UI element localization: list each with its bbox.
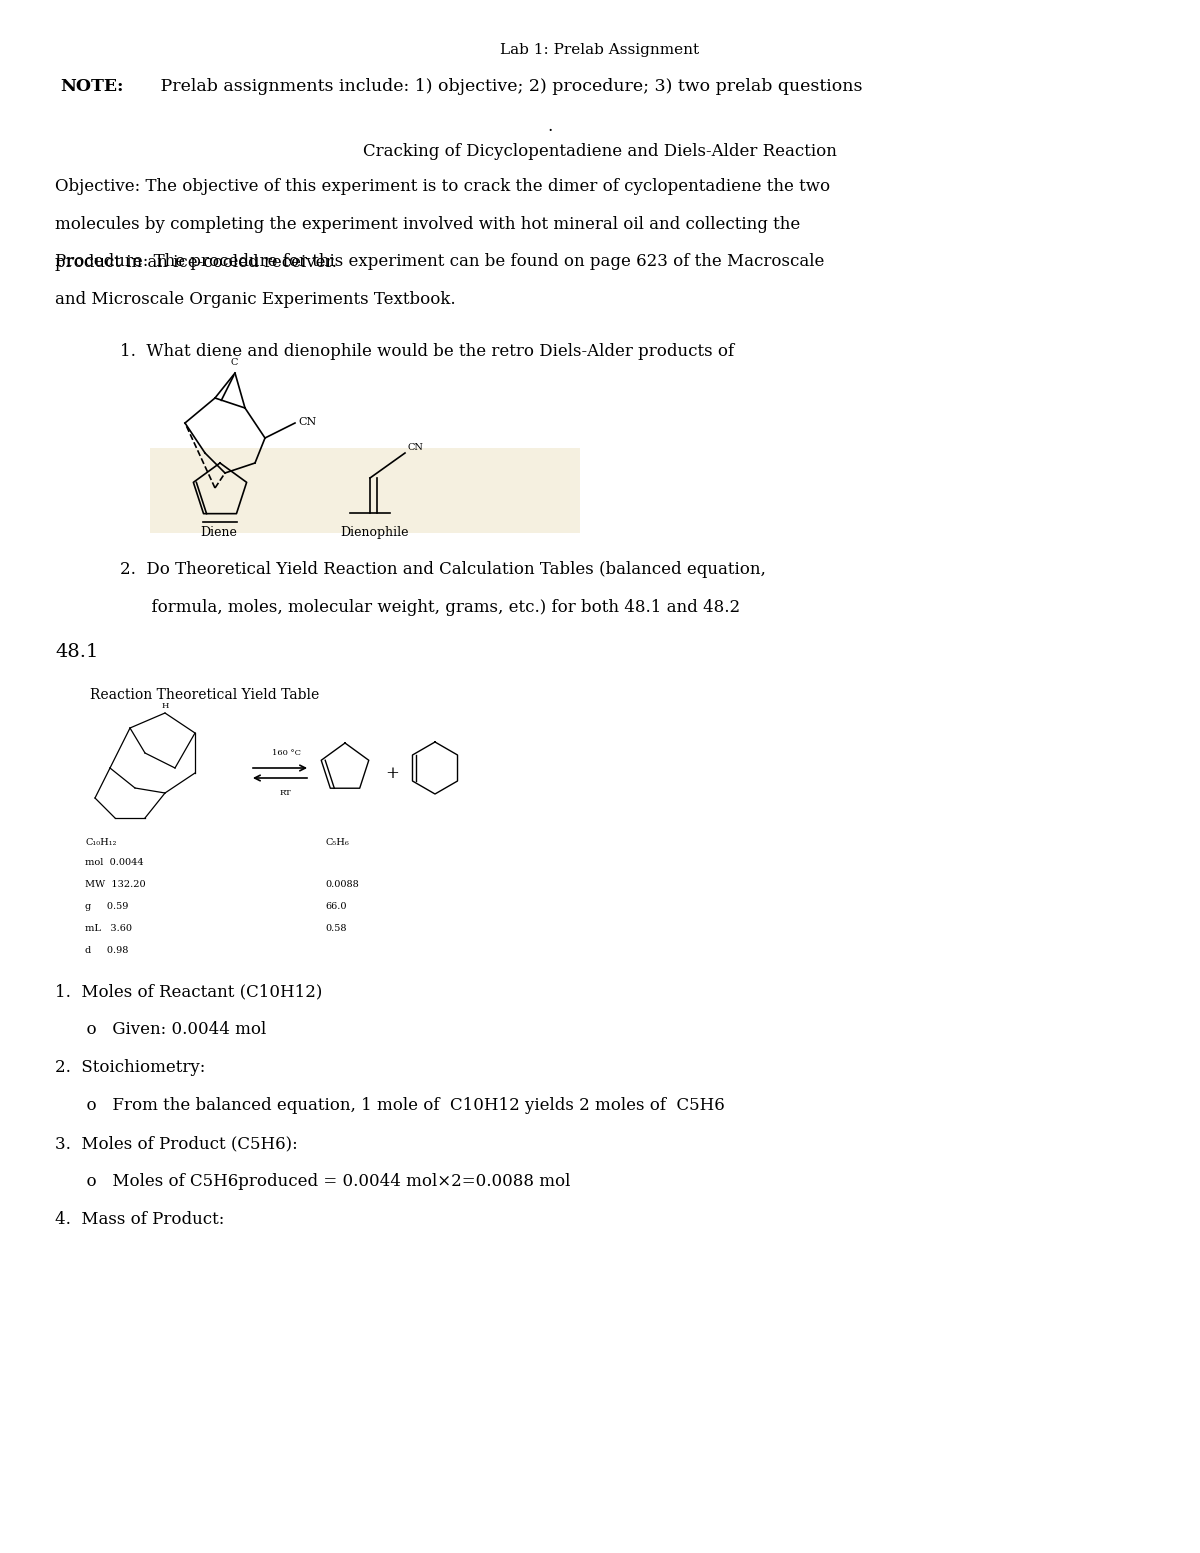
Text: 0.58: 0.58 bbox=[325, 924, 347, 933]
Text: .: . bbox=[547, 118, 553, 135]
Text: 1.  Moles of Reactant (C10H12): 1. Moles of Reactant (C10H12) bbox=[55, 983, 323, 1000]
Text: 1.  What diene and dienophile would be the retro Diels-Alder products of: 1. What diene and dienophile would be th… bbox=[120, 343, 734, 360]
Text: Procedure: The procedure for this experiment can be found on page 623 of the Mac: Procedure: The procedure for this experi… bbox=[55, 253, 824, 270]
Text: 4.  Mass of Product:: 4. Mass of Product: bbox=[55, 1211, 224, 1228]
Text: 2.  Stoichiometry:: 2. Stoichiometry: bbox=[55, 1059, 205, 1076]
Text: formula, moles, molecular weight, grams, etc.) for both 48.1 and 48.2: formula, moles, molecular weight, grams,… bbox=[120, 599, 740, 617]
Text: C₅H₆: C₅H₆ bbox=[325, 839, 349, 846]
Text: 66.0: 66.0 bbox=[325, 902, 347, 912]
Text: and Microscale Organic Experiments Textbook.: and Microscale Organic Experiments Textb… bbox=[55, 290, 456, 307]
Text: o   Moles of C5H6produced = 0.0044 mol×2=0.0088 mol: o Moles of C5H6produced = 0.0044 mol×2=0… bbox=[55, 1173, 570, 1190]
Text: Diene: Diene bbox=[200, 526, 236, 539]
Text: Dienophile: Dienophile bbox=[340, 526, 408, 539]
Text: H: H bbox=[162, 702, 169, 710]
Text: 0.0088: 0.0088 bbox=[325, 881, 359, 888]
Text: Objective: The objective of this experiment is to crack the dimer of cyclopentad: Objective: The objective of this experim… bbox=[55, 179, 830, 196]
Text: Lab 1: Prelab Assignment: Lab 1: Prelab Assignment bbox=[500, 43, 700, 57]
Text: C: C bbox=[230, 359, 238, 367]
Text: g     0.59: g 0.59 bbox=[85, 902, 128, 912]
Text: CN: CN bbox=[407, 443, 422, 452]
Text: 160 °C: 160 °C bbox=[272, 749, 301, 756]
Text: Reaction Theoretical Yield Table: Reaction Theoretical Yield Table bbox=[90, 688, 319, 702]
Text: C₁₀H₁₂: C₁₀H₁₂ bbox=[85, 839, 116, 846]
Text: Cracking of Dicyclopentadiene and Diels-Alder Reaction: Cracking of Dicyclopentadiene and Diels-… bbox=[364, 143, 836, 160]
Text: 48.1: 48.1 bbox=[55, 643, 98, 662]
Text: o   Given: 0.0044 mol: o Given: 0.0044 mol bbox=[55, 1020, 266, 1037]
Text: +: + bbox=[385, 766, 398, 783]
Text: CN: CN bbox=[298, 418, 317, 427]
Text: o   From the balanced equation, 1 mole of  C10H12 yields 2 moles of  C5H6: o From the balanced equation, 1 mole of … bbox=[55, 1096, 725, 1114]
Text: Prelab assignments include: 1) objective; 2) procedure; 3) two prelab questions: Prelab assignments include: 1) objective… bbox=[155, 78, 863, 95]
Text: RT: RT bbox=[280, 789, 292, 797]
Text: NOTE:: NOTE: bbox=[60, 78, 124, 95]
Text: MW  132.20: MW 132.20 bbox=[85, 881, 145, 888]
Text: mL   3.60: mL 3.60 bbox=[85, 924, 132, 933]
Text: molecules by completing the experiment involved with hot mineral oil and collect: molecules by completing the experiment i… bbox=[55, 216, 800, 233]
Text: d     0.98: d 0.98 bbox=[85, 946, 128, 955]
Text: mol  0.0044: mol 0.0044 bbox=[85, 857, 144, 867]
FancyBboxPatch shape bbox=[150, 447, 580, 533]
Text: 3.  Moles of Product (C5H6):: 3. Moles of Product (C5H6): bbox=[55, 1135, 298, 1152]
Text: 2.  Do Theoretical Yield Reaction and Calculation Tables (balanced equation,: 2. Do Theoretical Yield Reaction and Cal… bbox=[120, 561, 766, 578]
Text: product in an ice-cooled receiver.: product in an ice-cooled receiver. bbox=[55, 255, 337, 272]
